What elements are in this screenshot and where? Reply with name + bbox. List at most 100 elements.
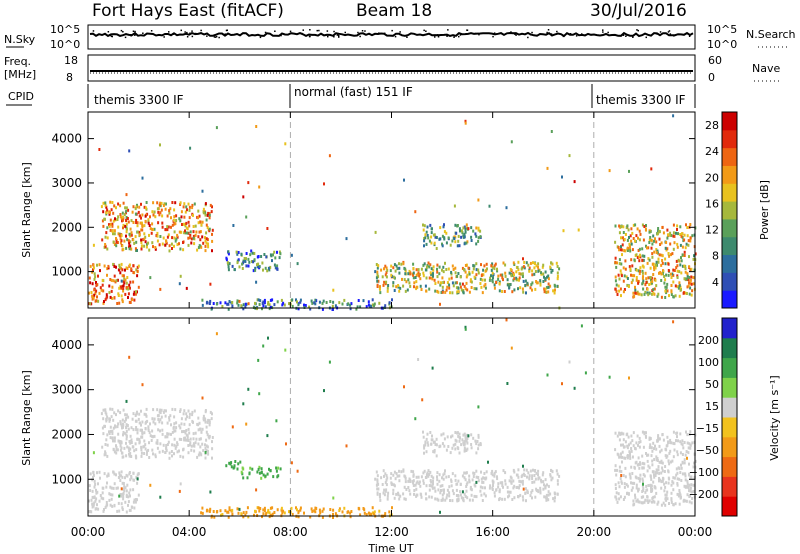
echo-cell	[683, 277, 686, 281]
echo-cell	[556, 472, 559, 476]
echo-cell	[207, 211, 210, 215]
echo-cell	[269, 298, 272, 302]
echo-cell	[208, 421, 211, 424]
echo-cell	[179, 203, 182, 206]
echo-cell	[201, 427, 204, 431]
echo-cell	[165, 444, 168, 447]
echo-cell	[439, 237, 442, 241]
y-tick-label: 1000	[51, 265, 82, 279]
echo-cell	[464, 230, 467, 234]
echo-cell	[648, 499, 651, 503]
echo-cell	[138, 233, 141, 237]
echo-cell	[267, 301, 270, 304]
echo-cell	[479, 282, 482, 285]
echo-cell	[680, 479, 683, 482]
echo-cell	[405, 280, 408, 284]
echo-cell	[384, 472, 387, 476]
echo-cell	[92, 475, 94, 479]
echo-cell	[125, 246, 128, 250]
echo-cell	[221, 305, 224, 308]
echo-cell	[175, 444, 178, 448]
y-tick-label: 1000	[51, 472, 82, 486]
echo-cell	[526, 475, 528, 479]
echo-cell	[653, 287, 656, 291]
echo-cell	[686, 456, 688, 460]
echo-cell	[508, 479, 511, 483]
echo-cell	[534, 270, 537, 273]
echo-cell	[102, 509, 105, 513]
echo-cell	[375, 470, 378, 474]
echo-cell	[238, 299, 241, 303]
echo-cell	[444, 261, 446, 265]
echo-cell	[127, 296, 129, 299]
echo-cell	[464, 270, 467, 274]
echo-cell	[639, 477, 642, 481]
echo-cell	[102, 210, 105, 214]
echo-cell	[375, 483, 378, 487]
echo-cell	[531, 273, 534, 277]
echo-cell	[194, 431, 197, 435]
echo-cell	[384, 481, 387, 485]
echo-cell	[491, 280, 494, 284]
echo-cell	[429, 470, 432, 474]
echo-cell	[126, 483, 129, 487]
echo-cell	[96, 503, 98, 507]
echo-cell	[297, 303, 300, 307]
echo-cell	[510, 273, 513, 277]
echo-cell	[92, 296, 95, 300]
echo-cell	[137, 493, 140, 497]
echo-cell	[110, 497, 113, 501]
echo-cell	[480, 470, 482, 474]
nave-tick-bottom: 0	[708, 71, 715, 84]
echo-cell	[143, 431, 146, 435]
echo-cell	[459, 229, 461, 233]
echo-cell	[204, 249, 207, 253]
echo-cell	[159, 211, 162, 215]
echo-cell	[211, 249, 213, 253]
echo-cell	[108, 291, 111, 295]
echo-cell	[455, 286, 458, 290]
echo-cell	[436, 478, 439, 482]
echo-cell	[651, 292, 653, 296]
echo-cell	[654, 471, 657, 475]
echo-cell	[313, 509, 316, 513]
echo-cell	[101, 283, 104, 287]
echo-cell	[427, 236, 430, 240]
echo-cell	[172, 218, 175, 222]
echo-cell	[144, 447, 147, 451]
echo-cell	[468, 478, 471, 482]
echo-cell	[205, 231, 208, 235]
echo-cell	[447, 267, 450, 271]
echo-cell	[409, 284, 412, 288]
echo-cell	[182, 241, 184, 244]
echo-cell	[446, 285, 449, 289]
echo-cell	[108, 224, 111, 228]
echo-cell	[388, 301, 391, 305]
echo-cell	[184, 210, 187, 214]
echo-cell	[484, 486, 486, 490]
echo-cell	[678, 281, 681, 285]
echo-cell	[463, 446, 466, 450]
echo-cell	[435, 247, 438, 250]
echo-cell	[103, 424, 106, 428]
echo-cell	[450, 276, 453, 280]
echo-cell	[504, 471, 507, 475]
echo-cell	[689, 236, 692, 240]
echo-cell	[446, 488, 449, 492]
echo-cell	[440, 498, 443, 502]
echo-cell	[109, 218, 112, 222]
echo-cell	[125, 209, 128, 213]
echo-cell	[470, 280, 473, 284]
echo-cell	[629, 244, 631, 247]
echo-cell	[533, 272, 536, 276]
echo-cell	[116, 486, 119, 490]
echo-cell	[178, 449, 180, 453]
echo-cell	[210, 210, 213, 214]
echo-cell	[541, 265, 544, 269]
echo-cell	[170, 216, 172, 220]
echo-cell	[434, 235, 437, 239]
echo-cell	[220, 513, 223, 517]
echo-cell	[385, 266, 388, 270]
echo-cell	[135, 498, 137, 501]
